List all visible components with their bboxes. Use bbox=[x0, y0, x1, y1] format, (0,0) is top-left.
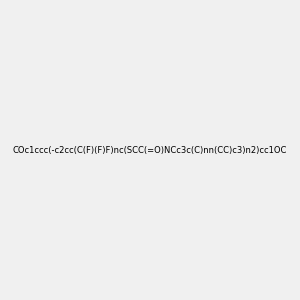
Text: COc1ccc(-c2cc(C(F)(F)F)nc(SCC(=O)NCc3c(C)nn(CC)c3)n2)cc1OC: COc1ccc(-c2cc(C(F)(F)F)nc(SCC(=O)NCc3c(C… bbox=[13, 146, 287, 154]
